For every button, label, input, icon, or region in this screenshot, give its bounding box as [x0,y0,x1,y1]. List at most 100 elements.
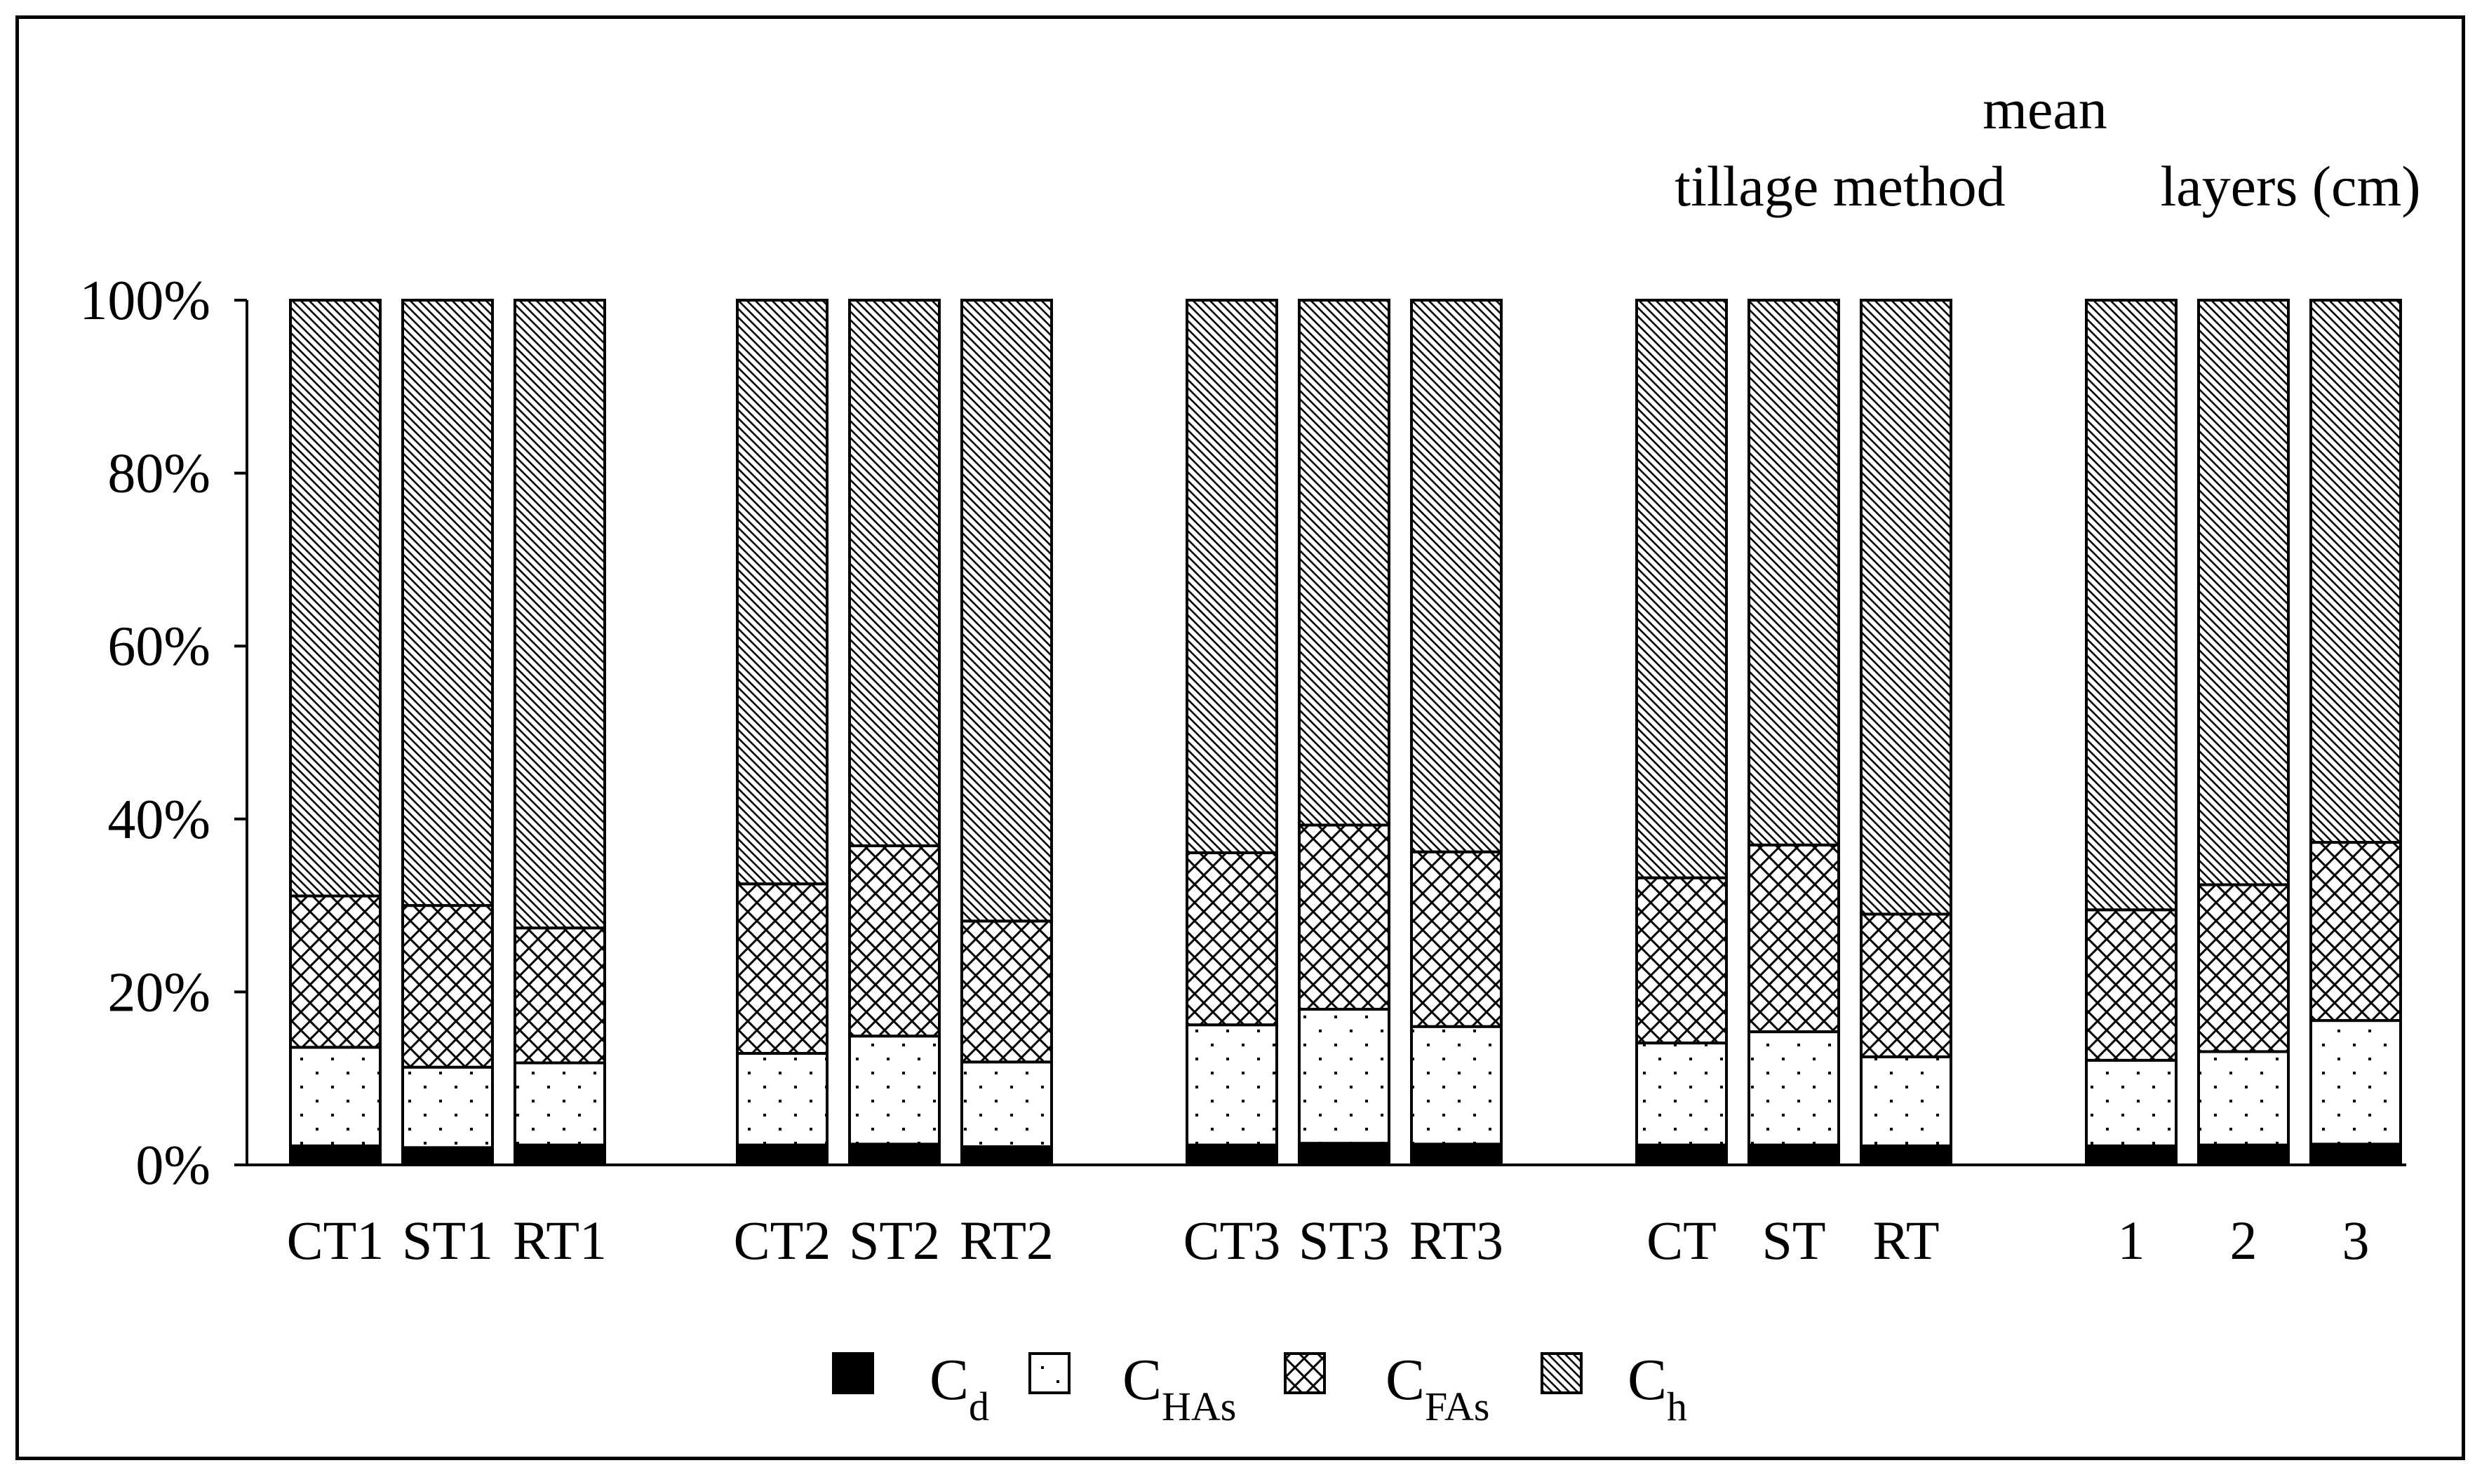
x-tick-label-rt3: RT3 [1409,1210,1503,1271]
bar-segment-cd-rt3 [1410,1142,1503,1166]
bar-segment-cd-3 [2309,1142,2402,1166]
bar-segment-ch-ct2 [736,299,828,886]
bar-segment-ch-st3 [1298,299,1390,827]
x-tick-label-st: ST [1762,1210,1825,1271]
bar-stack-ct1 [289,299,382,1167]
bar-segment-chas-rt2 [960,1060,1053,1149]
bar-segment-chas-2 [2197,1050,2290,1147]
bar-segment-cd-rt2 [960,1145,1053,1167]
bar-segment-ch-ct3 [1186,299,1278,854]
bar-segment-chas-rt [1860,1055,1952,1147]
y-tick-label: 100% [79,270,210,332]
y-tick-label: 80% [107,443,210,505]
legend-swatch-ch [1541,1352,1583,1394]
bar-segment-cd-st2 [848,1142,941,1166]
y-tick-label: 0% [135,1135,210,1196]
x-tick-label-ct1: CT1 [287,1210,384,1271]
bar-segment-cd-rt [1860,1144,1952,1167]
bar-stack-ct2 [736,299,828,1166]
bar-stack-rt1 [514,299,606,1166]
x-tick-label-ct: CT [1646,1210,1717,1271]
bar-segment-ch-ct [1635,299,1728,879]
bar-segment-cd-st1 [401,1146,494,1166]
bar-segment-cfas-1 [2085,908,2178,1062]
bar-segment-ch-ct1 [289,299,382,898]
bar-stack-2 [2197,299,2290,1166]
x-tick-label-3: 3 [2342,1210,2370,1271]
x-tick-label-ct3: CT3 [1183,1210,1281,1271]
bar-segment-cd-2 [2197,1143,2290,1166]
legend-swatch-chas [1028,1352,1071,1394]
bar-segment-chas-ct3 [1186,1023,1278,1147]
legend-item-ch: Ch [1541,1347,1687,1429]
bar-segment-chas-rt1 [514,1061,606,1147]
bar-segment-cd-st [1747,1143,1840,1166]
legend-item-cd: Cd [832,1347,989,1429]
bar-segment-cd-rt1 [514,1143,606,1166]
bar-stack-st2 [848,299,941,1166]
x-tick-label-st1: ST1 [402,1210,493,1271]
legend-item-chas: CHAs [1028,1347,1236,1429]
bar-segment-ch-1 [2085,299,2178,912]
bar-segment-chas-rt3 [1410,1025,1503,1146]
bar-segment-ch-rt2 [960,299,1053,923]
x-tick-label-rt1: RT1 [513,1210,607,1271]
bar-segment-cd-1 [2085,1144,2178,1167]
bar-segment-cfas-ct [1635,876,1728,1045]
bar-segment-cfas-st3 [1298,823,1390,1011]
x-tick-label-st2: ST2 [849,1210,940,1271]
bar-segment-ch-rt3 [1410,299,1503,854]
y-tick-label: 40% [107,789,210,851]
x-tick-label-st3: ST3 [1299,1210,1390,1271]
x-tick-label-rt: RT [1873,1210,1940,1271]
y-tick-label: 20% [107,962,210,1023]
legend-swatch-cd [832,1352,874,1394]
bar-stack-st1 [401,299,494,1166]
bar-segment-chas-3 [2309,1019,2402,1146]
bar-stack-ct3 [1186,299,1278,1166]
bar-stack-rt3 [1410,299,1503,1166]
bar-segment-cfas-st [1747,843,1840,1034]
bar-segment-cfas-rt1 [514,926,606,1065]
bar-stack-3 [2309,299,2402,1166]
bar-stack-st3 [1298,299,1390,1167]
bars-layer [289,299,2402,1167]
bar-segment-ch-rt1 [514,299,606,930]
bar-segment-chas-st1 [401,1065,494,1149]
bar-segment-cfas-rt [1860,912,1952,1058]
bar-segment-chas-ct2 [736,1051,828,1147]
bar-segment-cfas-rt3 [1410,850,1503,1028]
x-tick-label-1: 1 [2118,1210,2145,1271]
legend: Cd CHAs CFAs Ch [832,1347,1687,1429]
bar-segment-ch-3 [2309,299,2402,844]
header-mean: mean [1983,77,2107,141]
legend-label-cfas: CFAs [1386,1347,1489,1429]
x-tick-label-2: 2 [2230,1210,2257,1271]
bar-stack-ct [1635,299,1728,1166]
bar-segment-ch-st [1747,299,1840,846]
bar-segment-cfas-ct3 [1186,851,1278,1027]
bar-segment-cd-ct1 [289,1144,382,1167]
bar-segment-ch-st1 [401,299,494,908]
bar-segment-cfas-2 [2197,883,2290,1053]
legend-item-cfas: CFAs [1284,1347,1489,1429]
bar-segment-chas-1 [2085,1058,2178,1147]
bar-segment-cd-st3 [1298,1142,1390,1167]
bar-segment-chas-st2 [848,1034,941,1146]
chart-frame [15,15,2465,1460]
bar-segment-cfas-rt2 [960,919,1053,1064]
legend-label-cd: Cd [930,1347,989,1429]
bar-segment-chas-ct1 [289,1046,382,1147]
bar-stack-rt2 [960,299,1053,1167]
x-tick-label-rt2: RT2 [960,1210,1054,1271]
bar-segment-cfas-3 [2309,841,2402,1023]
bar-segment-cfas-st1 [401,904,494,1069]
y-tick-label: 60% [107,616,210,677]
bar-stack-rt [1860,299,1952,1167]
legend-label-ch: Ch [1628,1347,1687,1429]
axis-layer: 0% 20% 40% 60% 80% 100% [79,270,2406,1196]
bar-segment-cfas-st2 [848,844,941,1038]
bar-segment-ch-rt [1860,299,1952,916]
header-tillage-method: tillage method [1675,154,2005,218]
